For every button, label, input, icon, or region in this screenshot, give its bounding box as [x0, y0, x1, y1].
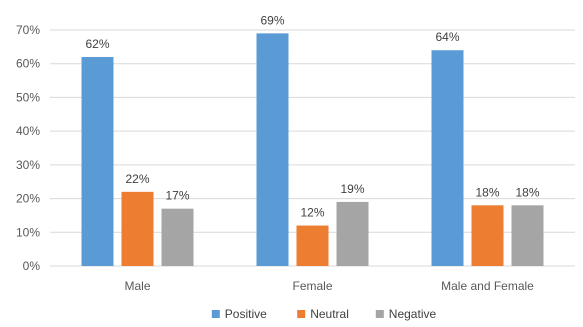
bar-neutral-1 [121, 191, 154, 266]
data-label-neutral: 18% [475, 185, 499, 199]
data-label-positive: 69% [260, 13, 284, 27]
data-label-positive: 64% [435, 30, 459, 44]
legend: Positive Neutral Negative [211, 307, 437, 321]
data-labels: 62% 22% 17% 69% 12% 19% 64% 18% 18% [85, 13, 539, 219]
bar-positive-1 [81, 56, 114, 266]
x-tick-label: Female [292, 279, 332, 293]
legend-item-positive: Positive [211, 307, 267, 321]
data-label-negative: 17% [165, 189, 189, 203]
y-tick-label: 0% [23, 259, 41, 273]
bar-positive-2 [256, 33, 289, 266]
data-label-negative: 19% [340, 182, 364, 196]
y-tick-label: 70% [16, 23, 40, 37]
bar-neutral-3 [471, 205, 504, 266]
y-tick-label: 30% [16, 158, 40, 172]
legend-item-negative: Negative [375, 307, 437, 321]
legend-item-neutral: Neutral [297, 307, 349, 321]
legend-label: Neutral [310, 307, 349, 321]
x-tick-label: Male [124, 279, 150, 293]
data-label-neutral: 12% [300, 206, 324, 220]
bars [81, 33, 544, 266]
data-label-neutral: 22% [125, 172, 149, 186]
bar-negative-1 [161, 208, 194, 266]
bar-neutral-2 [296, 225, 329, 266]
y-tick-label: 40% [16, 124, 40, 138]
y-axis-tick-labels: 0% 10% 20% 30% 40% 50% 60% 70% [16, 23, 40, 273]
y-tick-label: 20% [16, 192, 40, 206]
x-tick-label: Male and Female [441, 279, 534, 293]
legend-swatch [375, 310, 384, 318]
legend-swatch [297, 310, 306, 318]
legend-swatch [211, 310, 220, 318]
x-axis-tick-labels: Male Female Male and Female [124, 279, 534, 293]
bar-negative-2 [336, 201, 369, 266]
legend-label: Positive [225, 307, 267, 321]
legend-label: Negative [389, 307, 437, 321]
bar-negative-3 [511, 205, 544, 266]
bar-positive-3 [431, 50, 464, 266]
y-tick-label: 10% [16, 225, 40, 239]
data-label-positive: 62% [85, 37, 109, 51]
y-tick-label: 60% [16, 57, 40, 71]
y-tick-label: 50% [16, 90, 40, 104]
data-label-negative: 18% [515, 185, 539, 199]
